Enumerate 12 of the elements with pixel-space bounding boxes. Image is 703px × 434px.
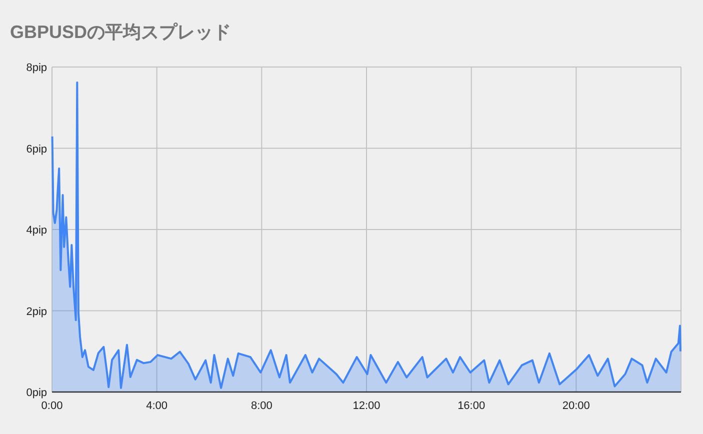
x-tick-label: 4:00: [146, 400, 168, 412]
x-tick-label: 0:00: [41, 400, 63, 412]
x-tick-label: 8:00: [250, 400, 272, 412]
y-tick-label: 8pip: [26, 62, 47, 74]
y-tick-label: 6pip: [26, 143, 47, 156]
x-tick-label: 16:00: [458, 400, 486, 412]
y-tick-label: 0pip: [26, 387, 47, 399]
x-tick-label: 12:00: [352, 400, 380, 412]
x-tick-label: 20:00: [562, 400, 590, 412]
y-tick-label: 4pip: [26, 224, 47, 236]
y-tick-label: 2pip: [26, 306, 47, 318]
chart-title: GBPUSDの平均スプレッド: [10, 22, 232, 42]
